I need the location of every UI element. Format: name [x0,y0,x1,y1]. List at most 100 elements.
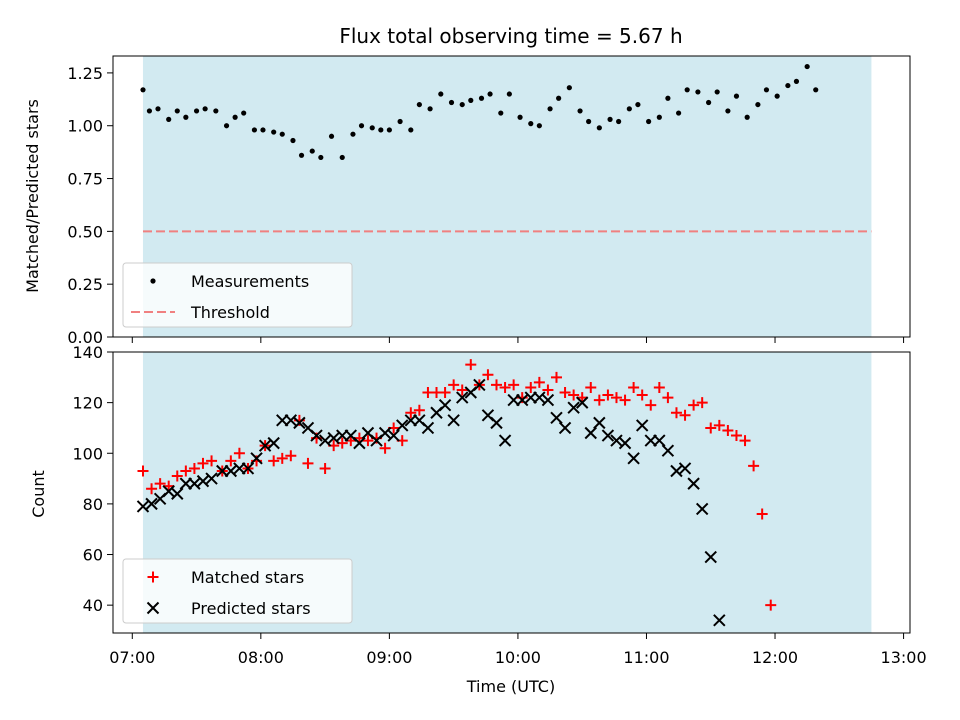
matched-star-point [542,384,554,396]
matched-star-point [525,381,537,393]
measurement-point [298,152,305,158]
predicted-star-point [575,396,589,409]
measurement-point [556,95,562,101]
matched-star-point [696,397,708,409]
y-tick-label: 0.00 [67,328,103,347]
measurement-point [328,133,335,139]
matched-star-point [405,407,417,419]
measurement-point [635,101,641,108]
measurement-point [616,118,622,125]
matched-star-point [439,387,451,399]
measurement-point [318,154,324,161]
predicted-star-point [188,477,201,490]
measurement-point [646,118,652,125]
predicted-star-point [136,500,150,513]
matched-star-point [619,394,631,406]
measurement-point [241,110,247,116]
matched-star-point [585,381,597,393]
predicted-star-point [601,429,615,442]
measurement-point [468,97,474,103]
matched-star-point [146,483,158,495]
x-axis-ticks: 07:00 08:00 09:00 10:00 11:00 12:00 13:00 [109,648,926,667]
matched-star-point [285,450,297,462]
measurement-point [438,91,444,97]
measurement-point [378,127,384,133]
matched-star-point [713,419,725,431]
measurement-point [695,89,701,95]
matched-star-point [171,470,183,482]
measurement-point [607,116,613,122]
predicted-star-point [541,393,555,407]
y-tick-label: 140 [72,343,103,362]
measurement-point [656,114,662,120]
predicted-star-point [387,429,400,442]
y-tick-label: 100 [72,444,103,463]
predicted-star-point [695,502,709,516]
predicted-star-point [610,434,623,447]
measurement-point [626,106,632,112]
matched-star-point [508,379,520,391]
predicted-star-point [635,419,649,432]
matched-star-point [662,392,674,404]
matched-star-point [137,465,149,477]
measurement-point [183,114,189,120]
y-tick-label: 1.25 [67,64,103,83]
matched-star-point [765,599,777,611]
measurement-point [706,99,712,106]
predicted-star-point [438,398,452,412]
measurement-point [166,116,172,122]
measurement-point [813,87,819,93]
measurement-point [202,106,208,112]
matched-star-point [550,371,562,383]
matched-star-point [533,376,545,388]
y-tick-label: 0.75 [67,170,103,189]
matched-star-point [568,389,580,401]
predicted-star-point [704,550,717,564]
legend-box [122,262,353,328]
matched-star-point [653,381,665,393]
y-tick-label: 40 [83,596,103,615]
legend-entry-label: Threshold [190,303,270,322]
legend-entry-label: Predicted stars [191,599,311,618]
measurement-point [487,91,493,97]
legend: Measurements Threshold [122,262,353,328]
measurement-point [358,123,365,129]
predicted-star-point [205,472,218,485]
chart-title: Flux total observing time = 5.67 h [339,24,682,48]
predicted-star-point [447,414,460,427]
x-tick-label: 12:00 [752,648,798,667]
measurement-point [309,148,315,154]
predicted-star-point [258,439,272,452]
x-tick-label: 13:00 [881,648,927,667]
measurement-point [804,63,810,70]
plot-frame [112,55,911,338]
measurement-point [733,93,740,99]
matched-star-point [559,387,571,399]
x-axis-label: Time (UTC) [466,677,555,696]
predicted-star-point [653,434,666,447]
matched-star-point [188,462,200,474]
predicted-star-point [224,464,238,478]
matched-star-point [739,435,751,447]
predicted-star-point [318,434,332,447]
count-panel: 40 60 80 100 120 140 Matched stars Predicted st… [72,343,911,639]
predicted-star-point [353,436,366,450]
measurement-point [536,123,542,129]
measurement-point [193,108,200,114]
matched-star-point [379,442,391,454]
matched-star-point [491,379,503,391]
legend: Matched stars Predicted stars [122,558,353,624]
measurement-point [448,99,455,106]
predicted-star-point [241,462,255,475]
measurement-point [155,106,161,112]
measurement-point [140,87,146,93]
measurement-point [547,106,553,112]
predicted-star-point [473,378,486,392]
predicted-star-point [584,426,597,440]
measurement-point [478,95,485,101]
measurement-point [586,118,592,125]
matched-star-point [636,389,648,401]
matched-star-point [302,457,314,469]
predicted-star-point [145,497,158,511]
matched-star-point [688,399,700,411]
